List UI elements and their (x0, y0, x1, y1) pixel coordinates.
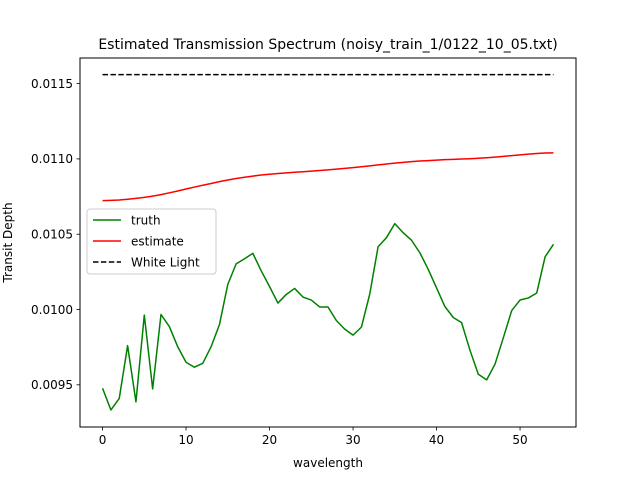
x-tick-label: 30 (345, 433, 360, 447)
legend: truth estimate White Light (86, 208, 217, 275)
y-tick-label: 0.0100 (31, 303, 73, 317)
series-layer (101, 73, 555, 411)
x-tick-label: 0 (99, 433, 107, 447)
y-tick-label: 0.0115 (31, 77, 73, 91)
y-tick-label: 0.0110 (31, 152, 73, 166)
chart-title: Estimated Transmission Spectrum (noisy_t… (98, 37, 557, 53)
x-axis: 0 10 20 30 40 50 (99, 427, 528, 447)
x-tick-label: 10 (178, 433, 193, 447)
series-line-0 (101, 222, 555, 411)
legend-label-1: estimate (131, 234, 184, 248)
y-axis: 0.0095 0.0100 0.0105 0.0110 0.0115 (31, 77, 80, 392)
legend-label-2: White Light (131, 255, 200, 269)
legend-box (86, 208, 217, 275)
x-tick-label: 50 (512, 433, 527, 447)
x-tick-label: 20 (262, 433, 277, 447)
legend-label-0: truth (131, 213, 161, 227)
y-tick-label: 0.0105 (31, 228, 73, 242)
series-line-1 (102, 152, 554, 202)
plot-frame (79, 57, 577, 428)
x-axis-label: wavelength (293, 456, 363, 470)
y-axis-label: Transit Depth (1, 202, 15, 283)
x-tick-label: 40 (429, 433, 444, 447)
y-tick-label: 0.0095 (31, 378, 73, 392)
